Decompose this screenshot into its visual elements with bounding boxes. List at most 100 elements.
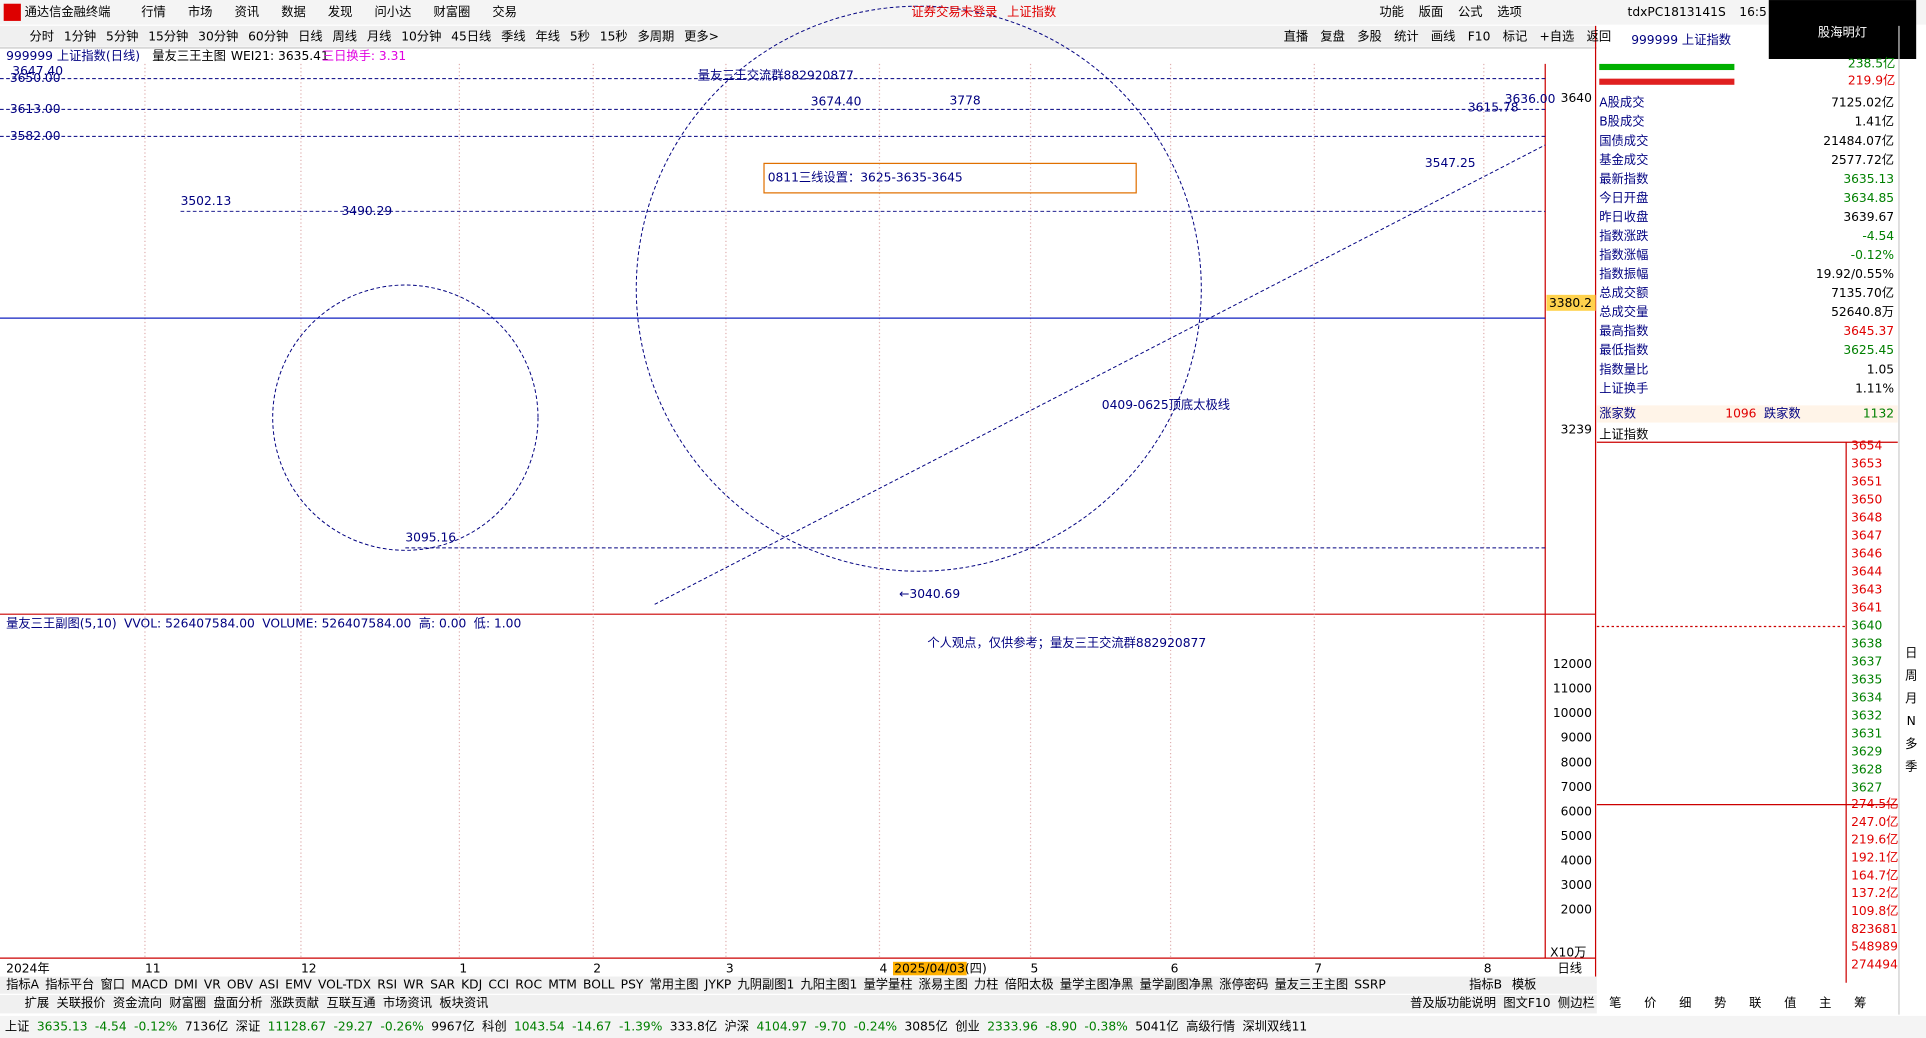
indicator-tab[interactable]: 指标B [1469, 977, 1502, 992]
indicator-tab[interactable]: CCI [488, 978, 509, 992]
indicator-tab[interactable]: 指标A [6, 977, 40, 992]
menu-item[interactable]: 选项 [1497, 5, 1522, 19]
period-tab[interactable]: 周线 [332, 29, 357, 43]
period-tab[interactable]: 15秒 [600, 29, 628, 43]
period-tab[interactable]: 年线 [536, 29, 561, 43]
ext-tab[interactable]: 财富圈 [169, 995, 206, 1010]
ext-tab[interactable]: 市场资讯 [383, 995, 432, 1010]
side-button[interactable]: 周 [1905, 669, 1917, 683]
ext-tab[interactable]: 涨跌贡献 [270, 995, 319, 1010]
indicator-tab[interactable]: 模板 [1512, 978, 1537, 992]
menu-item[interactable]: 发现 [328, 4, 353, 19]
tool-button[interactable]: 标记 [1503, 29, 1528, 43]
mini-tab[interactable]: 细 [1679, 996, 1691, 1010]
period-tab[interactable]: 10分钟 [401, 28, 441, 43]
mini-tab[interactable]: 势 [1714, 996, 1726, 1010]
mini-tab[interactable]: 联 [1749, 996, 1761, 1010]
indicator-tab[interactable]: JYKP [704, 978, 732, 992]
mini-tab[interactable]: 价 [1644, 996, 1656, 1010]
indicator-tab[interactable]: RSI [377, 978, 397, 992]
side-button[interactable]: 季 [1905, 760, 1917, 774]
ext-tab[interactable]: 互联互通 [326, 996, 375, 1010]
tool-button[interactable]: 复盘 [1320, 28, 1345, 43]
menu-item[interactable]: 财富圈 [433, 4, 470, 19]
tool-button[interactable]: +自选 [1540, 29, 1575, 43]
side-button[interactable]: 月 [1905, 691, 1917, 705]
period-tab[interactable]: 多周期 [638, 29, 675, 43]
period-tab[interactable]: 30分钟 [198, 28, 238, 43]
tool-button[interactable]: 统计 [1394, 29, 1419, 43]
period-tab[interactable]: 季线 [501, 29, 526, 43]
quote-label: 昨日收盘 [1599, 209, 1648, 224]
indicator-tab[interactable]: 倍阳太极 [1005, 977, 1054, 992]
menu-item[interactable]: 行情 [141, 5, 166, 19]
indicator-tab[interactable]: 量学主图净黑 [1060, 977, 1134, 992]
indicator-tab[interactable]: 指标平台 [45, 977, 94, 992]
side-button[interactable]: 多 [1905, 737, 1917, 751]
tool-button[interactable]: 多股 [1357, 29, 1382, 43]
ext-tab[interactable]: 关联报价 [56, 995, 105, 1010]
mini-tab[interactable]: 主 [1819, 996, 1831, 1010]
indicator-tab[interactable]: PSY [621, 978, 644, 992]
menu-item[interactable]: 市场 [188, 4, 213, 19]
indicator-tab[interactable]: 涨停密码 [1219, 977, 1268, 992]
indicator-tab[interactable]: 窗口 [100, 978, 125, 992]
menu-item[interactable]: 数据 [281, 4, 306, 19]
menu-item[interactable]: 公式 [1458, 5, 1483, 19]
indicator-tab[interactable]: WR [403, 978, 424, 992]
side-button[interactable]: 日 [1905, 646, 1917, 660]
period-tab[interactable]: 日线 [298, 29, 323, 43]
ext-tab[interactable]: 扩展 [25, 996, 50, 1010]
indicator-tab[interactable]: 九阳主图1 [800, 978, 857, 992]
menu-item[interactable]: 资讯 [235, 5, 260, 19]
indicator-tab[interactable]: EMV [285, 978, 312, 992]
period-tab[interactable]: 15分钟 [148, 28, 188, 43]
tool-button[interactable]: 返回 [1587, 29, 1612, 43]
ext-link[interactable]: 图文F10 [1503, 995, 1550, 1010]
side-button[interactable]: N [1907, 714, 1916, 728]
menu-item[interactable]: 功能 [1379, 5, 1404, 19]
indicator-tab[interactable]: VOL-TDX [318, 978, 372, 992]
indicator-tab[interactable]: SSRP [1354, 978, 1386, 992]
menu-item[interactable]: 版面 [1419, 5, 1444, 19]
tool-button[interactable]: F10 [1468, 29, 1491, 43]
indicator-tab[interactable]: ROC [515, 978, 542, 992]
period-tab[interactable]: 45日线 [451, 29, 491, 43]
indicator-tab[interactable]: 涨易主图 [919, 977, 968, 992]
indicator-tab[interactable]: 量友三王主图 [1275, 978, 1349, 992]
period-tab[interactable]: 更多> [684, 29, 719, 43]
ext-link[interactable]: 普及版功能说明 [1410, 995, 1496, 1010]
indicator-tab[interactable]: 量学量柱 [863, 977, 912, 992]
indicator-tab[interactable]: SAR [430, 978, 455, 992]
tool-button[interactable]: 画线 [1431, 29, 1456, 43]
tool-button[interactable]: 直播 [1284, 29, 1309, 43]
indicator-tab[interactable]: VR [204, 978, 221, 992]
ext-tab[interactable]: 板块资讯 [439, 996, 488, 1010]
indicator-tab[interactable]: 常用主图 [650, 978, 699, 992]
indicator-tab[interactable]: 九阴副图1 [737, 977, 794, 992]
ext-tab[interactable]: 资金流向 [113, 995, 162, 1010]
indicator-tab[interactable]: MACD [131, 978, 168, 992]
period-tab[interactable]: 1分钟 [64, 28, 96, 43]
period-tab[interactable]: 月线 [367, 29, 392, 43]
ext-tab[interactable]: 盘面分析 [214, 995, 263, 1010]
period-tab[interactable]: 5分钟 [106, 28, 138, 43]
menu-item[interactable]: 问小达 [375, 5, 412, 19]
indicator-tab[interactable]: ASI [259, 978, 279, 992]
period-tab[interactable]: 60分钟 [248, 28, 288, 43]
indicator-tab[interactable]: OBV [227, 978, 254, 992]
ext-link[interactable]: 侧边栏 [1558, 995, 1595, 1010]
period-tab[interactable]: 5秒 [570, 29, 590, 43]
indicator-tab[interactable]: BOLL [583, 978, 615, 992]
menu-item[interactable]: 交易 [492, 4, 517, 19]
indicator-tab[interactable]: 力柱 [974, 977, 999, 992]
mini-tab[interactable]: 筹 [1854, 996, 1866, 1010]
mini-tab[interactable]: 值 [1784, 995, 1796, 1010]
period-tab[interactable]: 分时 [29, 29, 54, 43]
mini-tab[interactable]: 笔 [1609, 995, 1621, 1010]
volume-header: VVOL: 526407584.00 [124, 617, 255, 631]
indicator-tab[interactable]: 量学副图净黑 [1140, 977, 1214, 992]
indicator-tab[interactable]: KDJ [461, 978, 482, 992]
indicator-tab[interactable]: MTM [548, 978, 577, 992]
indicator-tab[interactable]: DMI [174, 978, 198, 992]
